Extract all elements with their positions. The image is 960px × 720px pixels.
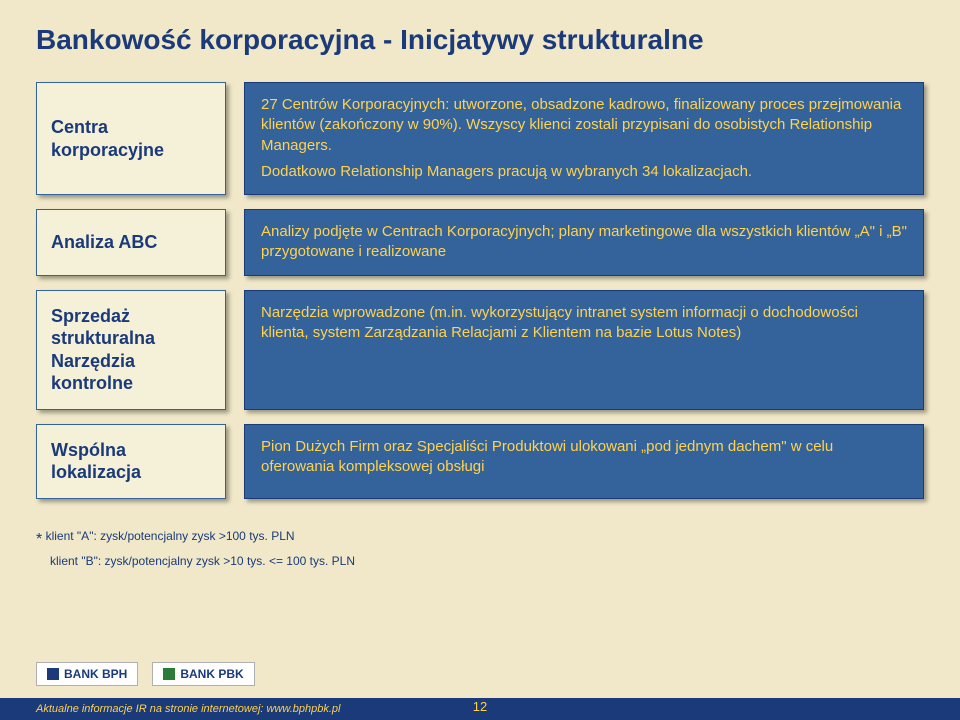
right-text: Analizy podjęte w Centrach Korporacyjnyc… <box>261 222 907 263</box>
footnote-line: klient "B": zysk/potencjalny zysk >10 ty… <box>36 552 924 571</box>
page-title: Bankowość korporacyjna - Inicjatywy stru… <box>36 24 924 56</box>
logo-pbk: BANK PBK <box>152 662 254 686</box>
right-box-analiza: Analizy podjęte w Centrach Korporacyjnyc… <box>244 209 924 276</box>
page-number: 12 <box>473 699 487 714</box>
row-sprzedaz: Sprzedaż strukturalna Narzędzia kontroln… <box>36 290 924 410</box>
footnote-text: klient "A": zysk/potencjalny zysk >100 t… <box>46 529 295 543</box>
logo-text: BANK BPH <box>64 667 127 681</box>
right-text: Narzędzia wprowadzone (m.in. wykorzystuj… <box>261 303 907 344</box>
right-box-sprzedaz: Narzędzia wprowadzone (m.in. wykorzystuj… <box>244 290 924 410</box>
right-box-centra: 27 Centrów Korporacyjnych: utworzone, ob… <box>244 82 924 195</box>
left-box-centra: Centra korporacyjne <box>36 82 226 195</box>
right-text: Dodatkowo Relationship Managers pracują … <box>261 162 907 182</box>
left-box-analiza: Analiza ABC <box>36 209 226 276</box>
logo-square-icon <box>47 668 59 680</box>
footnotes: * klient "A": zysk/potencjalny zysk >100… <box>36 527 924 572</box>
left-box-sprzedaz: Sprzedaż strukturalna Narzędzia kontroln… <box>36 290 226 410</box>
logos: BANK BPH BANK PBK <box>36 662 255 686</box>
row-centra: Centra korporacyjne 27 Centrów Korporacy… <box>36 82 924 195</box>
logo-square-icon <box>163 668 175 680</box>
rows-container: Centra korporacyjne 27 Centrów Korporacy… <box>36 82 924 499</box>
left-box-wspolna: Wspólna lokalizacja <box>36 424 226 499</box>
footer-text: Aktualne informacje IR na stronie intern… <box>36 703 341 715</box>
right-text: Pion Dużych Firm oraz Specjaliści Produk… <box>261 437 907 478</box>
right-text: 27 Centrów Korporacyjnych: utworzone, ob… <box>261 95 907 156</box>
footnote-line: * klient "A": zysk/potencjalny zysk >100… <box>36 527 924 553</box>
logo-bph: BANK BPH <box>36 662 138 686</box>
footer: BANK BPH BANK PBK Aktualne informacje IR… <box>0 650 960 720</box>
slide: Bankowość korporacyjna - Inicjatywy stru… <box>0 0 960 720</box>
right-box-wspolna: Pion Dużych Firm oraz Specjaliści Produk… <box>244 424 924 499</box>
footnote-text: klient "B": zysk/potencjalny zysk >10 ty… <box>50 554 355 568</box>
row-analiza: Analiza ABC Analizy podjęte w Centrach K… <box>36 209 924 276</box>
row-wspolna: Wspólna lokalizacja Pion Dużych Firm ora… <box>36 424 924 499</box>
asterisk-icon: * <box>36 531 42 548</box>
logo-text: BANK PBK <box>180 667 243 681</box>
